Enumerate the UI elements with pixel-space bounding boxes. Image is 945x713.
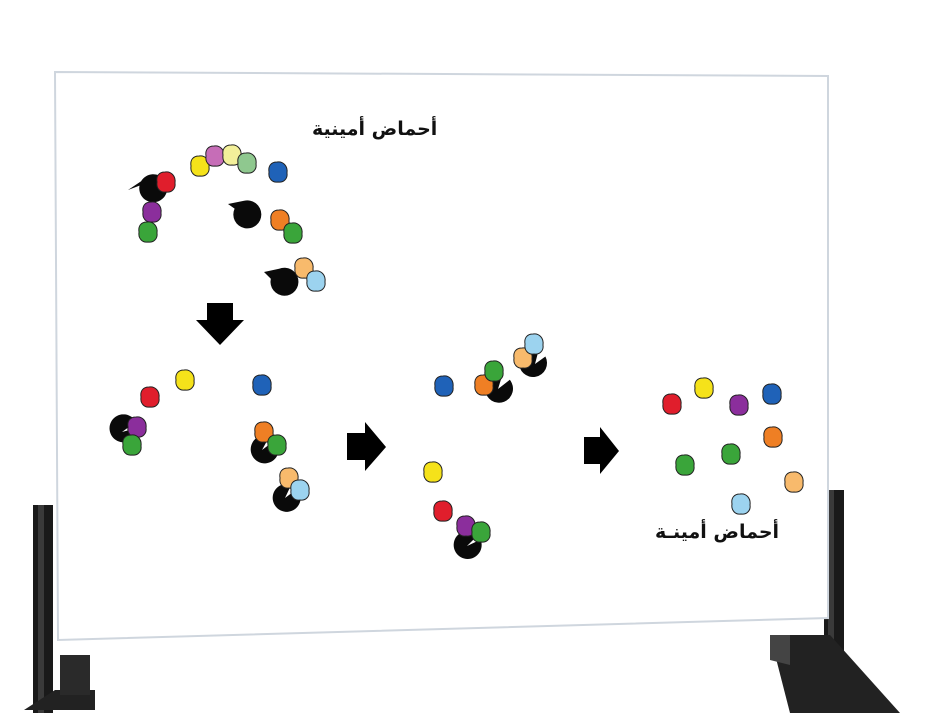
amino-acid [484,360,504,382]
arrow-right-icon [347,422,386,471]
enzyme-shape [264,267,299,296]
enzyme-shape [250,435,279,464]
amino-acid [306,270,326,292]
amino-acid [127,416,147,438]
arrow-down-icon [196,303,244,345]
amino-acid [156,171,176,193]
amino-acid [729,394,749,416]
enzyme-shape [228,200,262,229]
amino-acid [290,479,310,501]
amino-acid [122,434,142,456]
amino-acid [731,493,751,515]
amino-acid [675,454,695,476]
amino-acid [433,500,453,522]
amino-acid [662,393,682,415]
board-stand [24,490,900,713]
enzyme-shape [272,483,301,512]
amino-acid [283,222,303,244]
amino-acid [205,145,225,167]
amino-acid [763,426,783,448]
amino-acid [237,152,257,174]
board-panel [53,70,829,642]
amino-acid [423,461,443,483]
amino-acid [524,333,544,355]
amino-acid [694,377,714,399]
amino-acid [267,434,287,456]
amino-acid [175,369,195,391]
amino-acid [784,471,804,493]
amino-acid [762,383,782,405]
amino-acids-label-top: أحماض أمينية [312,118,438,140]
amino-acid [721,443,741,465]
amino-acids-label-bottom: أحماض أمينـة [655,521,780,543]
amino-acid [471,521,491,543]
arrow-right-icon [584,427,619,474]
amino-acid [142,201,162,223]
amino-acid [138,221,158,243]
amino-acid [268,161,288,183]
amino-acid [434,375,454,397]
amino-acid [252,374,272,396]
amino-acid [140,386,160,408]
